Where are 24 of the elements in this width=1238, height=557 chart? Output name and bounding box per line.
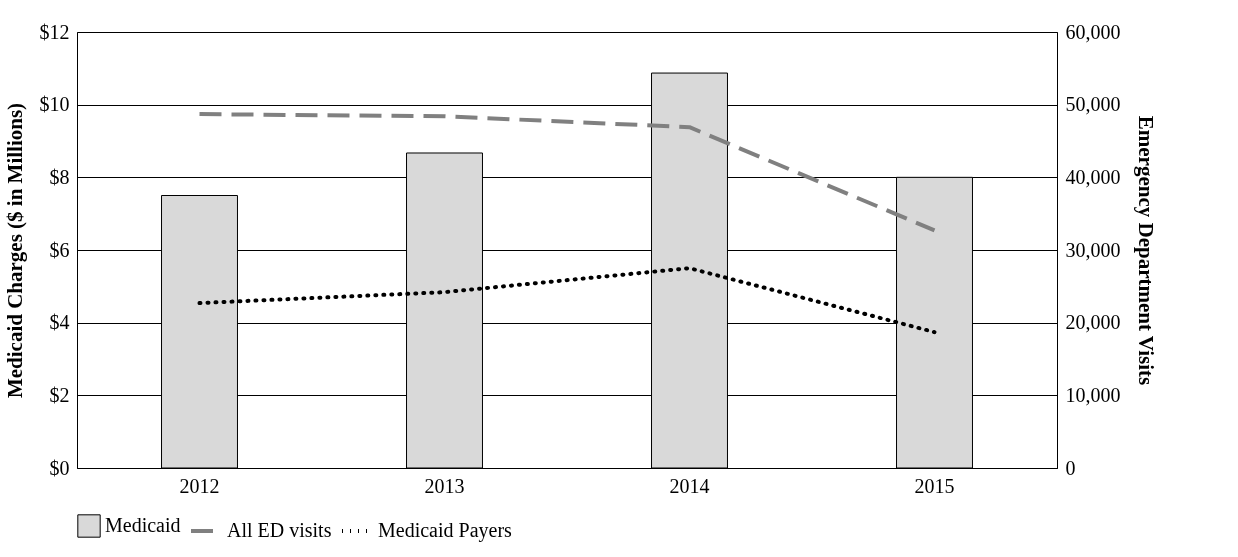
y2-tick-label: 40,000 <box>1065 165 1121 188</box>
y-axis-title: Medicaid Charges ($ in Millions) <box>2 102 27 399</box>
y-tick-label: $4 <box>49 311 70 334</box>
y-tick-label: $10 <box>39 93 70 116</box>
legend-label: All ED visits <box>227 519 332 541</box>
y2-tick-label: 10,000 <box>1065 383 1121 406</box>
x-tick-label: 2012 <box>179 474 220 497</box>
y2-axis-title: Emergency Department Visits <box>1133 115 1158 386</box>
y2-tick-label: 30,000 <box>1065 238 1121 261</box>
y2-tick-label: 50,000 <box>1065 93 1121 116</box>
y2-tick-label: 0 <box>1065 456 1076 479</box>
y-tick-label: $12 <box>39 20 70 43</box>
y-tick-label: $2 <box>49 383 70 406</box>
line-series <box>197 112 937 233</box>
x-tick-label: 2013 <box>424 474 465 497</box>
legend-label: Medicaid <box>105 514 181 536</box>
y-tick-label: $0 <box>49 456 70 479</box>
y2-tick-label: 60,000 <box>1065 20 1121 43</box>
y-tick-label: $8 <box>49 165 70 188</box>
x-tick-label: 2014 <box>669 474 710 497</box>
x-tick-label: 2015 <box>914 474 955 497</box>
y2-tick-label: 20,000 <box>1065 311 1121 334</box>
legend-label: Medicaid Payers <box>378 519 513 542</box>
y-tick-label: $6 <box>49 238 70 261</box>
